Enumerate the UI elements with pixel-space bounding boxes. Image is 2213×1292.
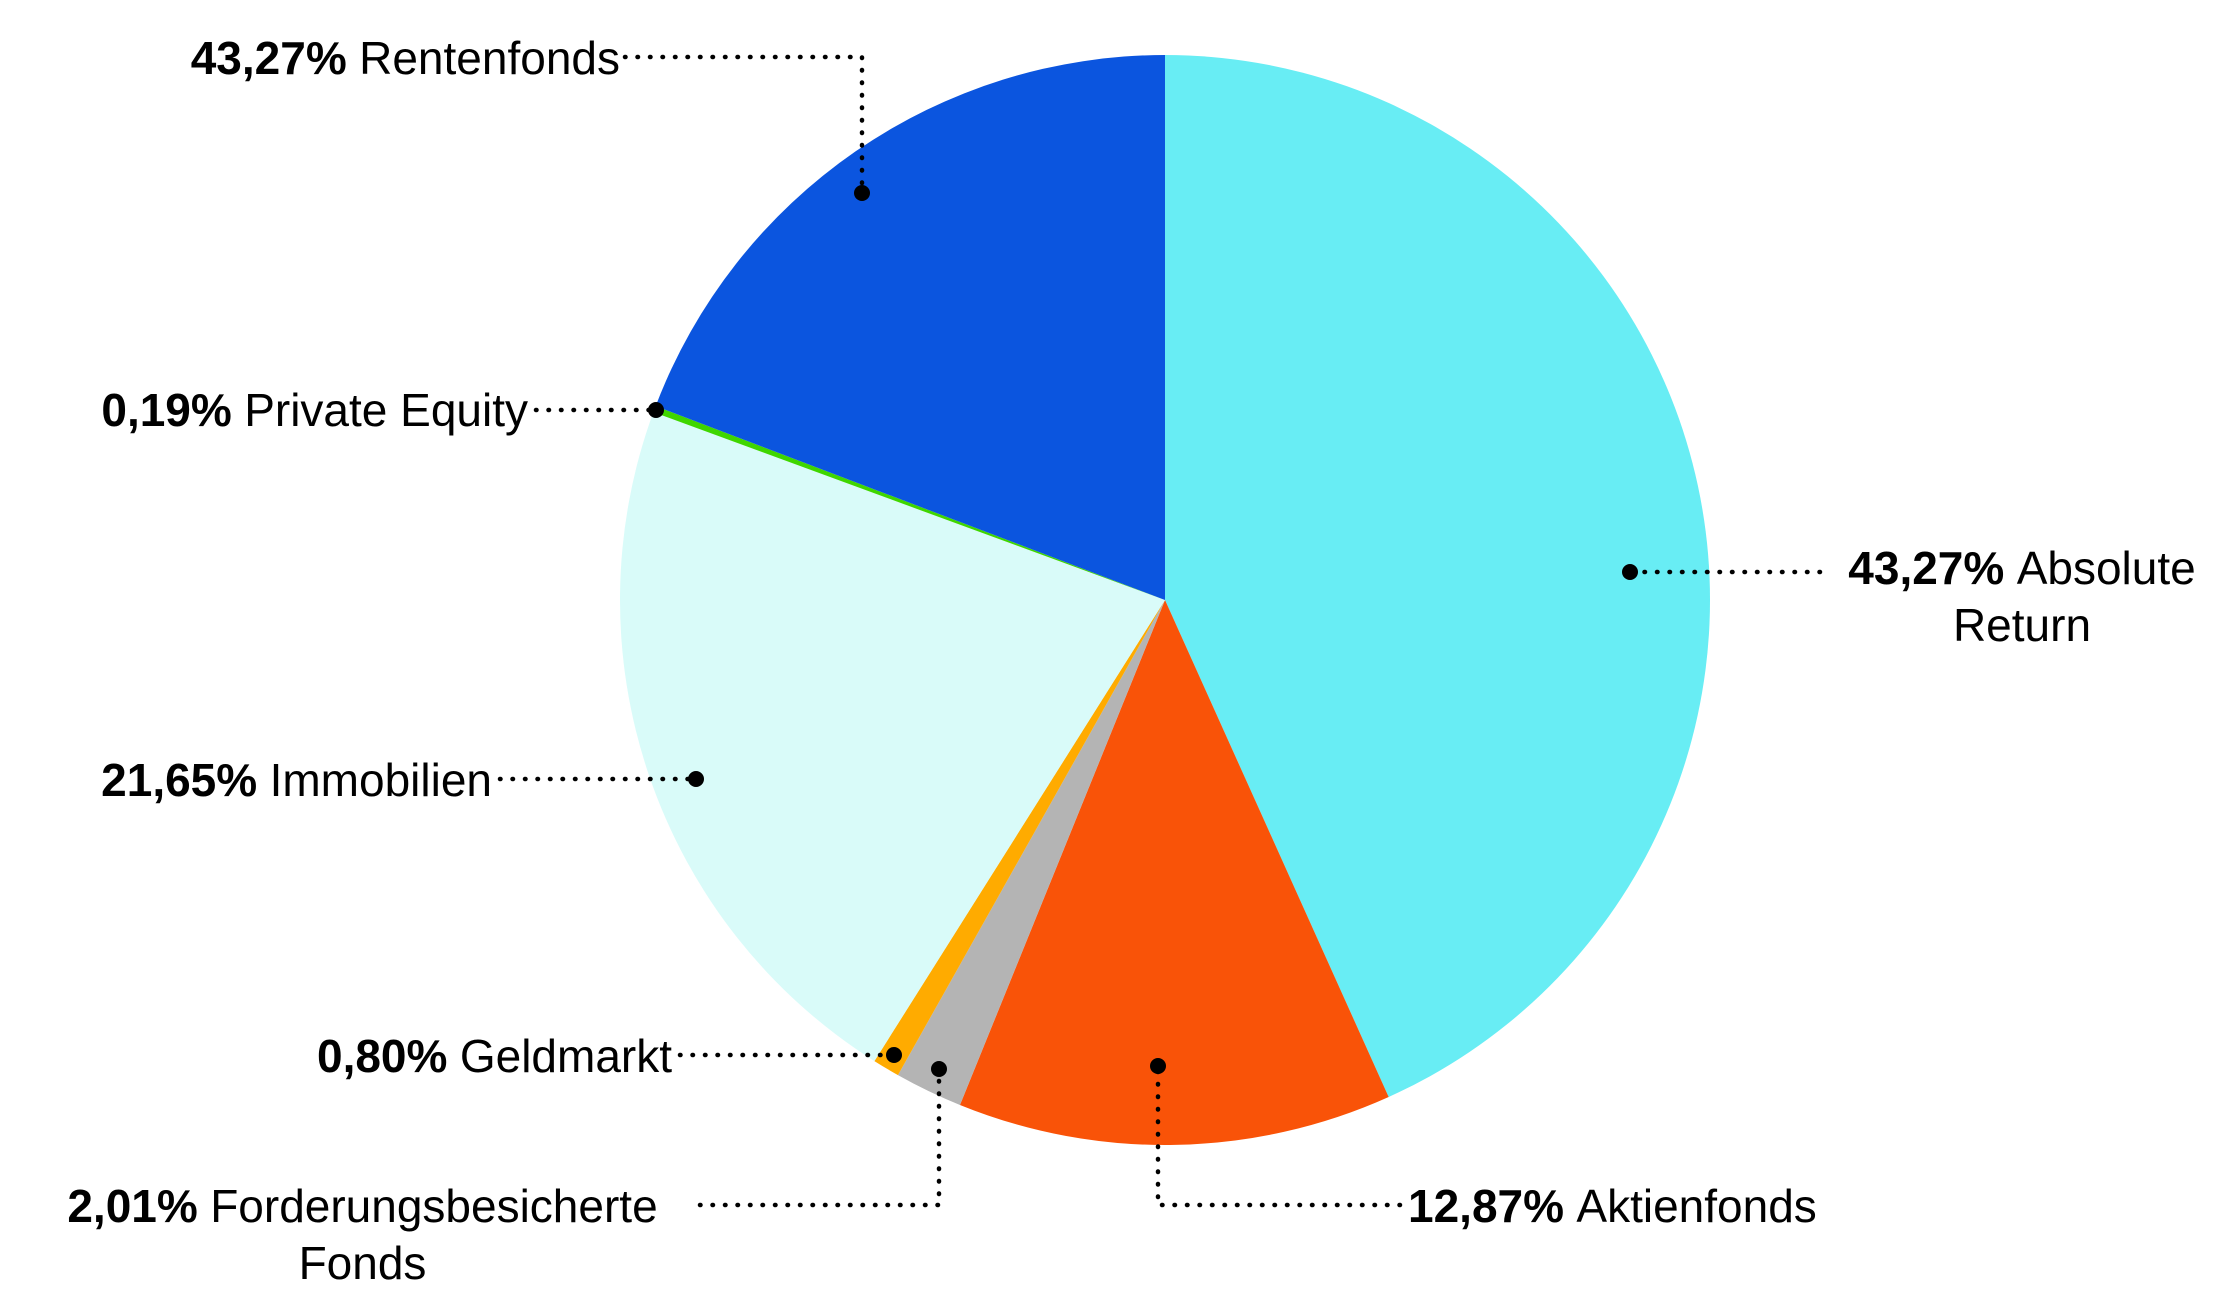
slice-rentenfonds xyxy=(655,55,1165,600)
slice-forderungsbesicherte-fonds xyxy=(897,600,1165,1105)
leader-dot-forderungsbesicherte-fonds xyxy=(931,1061,947,1077)
leader-line-rentenfonds xyxy=(622,54,865,196)
slice-private-equity xyxy=(653,406,1165,600)
label-forderungsbesicherte-fonds-value: 2,01% xyxy=(67,1180,198,1232)
leader-dot-geldmarkt xyxy=(886,1047,902,1063)
slice-absolute-return xyxy=(1165,55,1711,1097)
pie-slices xyxy=(620,55,1711,1146)
leader-dot-rentenfonds xyxy=(854,185,870,201)
label-absolute-return: 43,27% Absolute Return xyxy=(1828,540,2213,654)
leader-dot-private-equity xyxy=(648,402,664,418)
label-geldmarkt: 0,80% Geldmarkt xyxy=(180,1028,672,1085)
label-rentenfonds: 43,27% Rentenfonds xyxy=(80,30,620,87)
label-aktienfonds-value: 12,87% xyxy=(1408,1180,1565,1232)
label-private-equity: 0,19% Private Equity xyxy=(40,382,528,439)
label-private-equity-value: 0,19% xyxy=(101,384,232,436)
slice-immobilien xyxy=(620,412,1165,1062)
label-geldmarkt-value: 0,80% xyxy=(316,1030,448,1082)
label-absolute-return-value: 43,27% xyxy=(1848,542,2005,594)
label-aktienfonds-name: Aktienfonds xyxy=(1576,1180,1817,1232)
label-geldmarkt-name: Geldmarkt xyxy=(459,1030,672,1082)
label-rentenfonds-name: Rentenfonds xyxy=(359,32,620,84)
leader-line-forderungsbesicherte-fonds xyxy=(697,1066,942,1208)
slice-aktienfonds xyxy=(959,600,1389,1146)
label-immobilien: 21,65% Immobilien xyxy=(40,752,492,809)
leader-lines xyxy=(497,54,1823,1208)
label-immobilien-value: 21,65% xyxy=(101,754,258,806)
leader-dot-aktienfonds xyxy=(1150,1058,1166,1074)
leader-dot-immobilien xyxy=(688,771,704,787)
leader-dot-absolute-return xyxy=(1622,564,1638,580)
label-rentenfonds-value: 43,27% xyxy=(190,32,347,84)
label-private-equity-name: Private Equity xyxy=(244,384,528,436)
label-forderungsbesicherte-fonds: 2,01% Forderungsbesicherte Fonds xyxy=(35,1178,690,1292)
label-aktienfonds: 12,87% Aktienfonds xyxy=(1408,1178,1948,1235)
label-immobilien-name: Immobilien xyxy=(269,754,492,806)
label-forderungsbesicherte-fonds-name: Forderungsbesicherte Fonds xyxy=(210,1180,658,1289)
label-absolute-return-name: Absolute Return xyxy=(1952,542,2196,651)
slice-geldmarkt xyxy=(874,600,1165,1076)
